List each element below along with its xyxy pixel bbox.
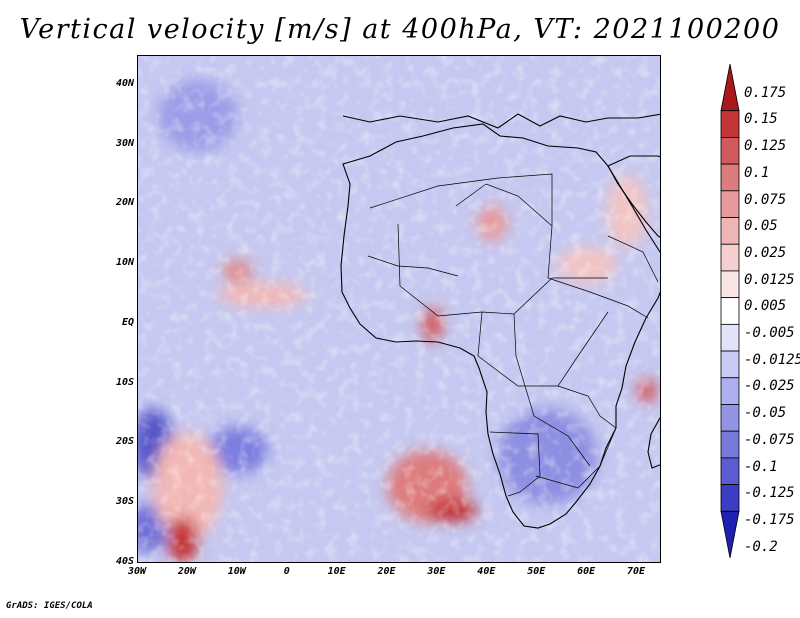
colorbar-swatch	[720, 404, 740, 432]
africa-coastline	[340, 123, 660, 529]
europe-coastline	[342, 113, 660, 129]
colorbar-label: -0.005	[744, 325, 795, 342]
border-line	[489, 431, 541, 497]
colorbar-label: -0.125	[744, 485, 795, 502]
coastlines	[340, 113, 660, 529]
madagascar-coastline	[647, 417, 660, 469]
arabia-coastline	[607, 155, 660, 253]
velocity-map	[138, 56, 660, 562]
lon-tick-label: 50E	[527, 566, 546, 577]
border-line	[513, 313, 591, 467]
country-borders	[367, 173, 659, 497]
lon-tick-label: 20W	[177, 566, 196, 577]
lon-tick-label: 60E	[577, 566, 596, 577]
colorbar-swatch	[720, 297, 740, 325]
colorbar-label: -0.0125	[744, 351, 800, 368]
colorbar-label: -0.05	[744, 405, 787, 422]
lon-tick-label: 10W	[227, 566, 246, 577]
colorbar-label: 0.15	[744, 111, 778, 128]
colorbar-swatch	[720, 110, 740, 138]
colorbar-swatch	[720, 510, 740, 558]
lon-tick-label: 40E	[477, 566, 496, 577]
border-line	[477, 311, 609, 387]
colorbar-label: -0.2	[744, 538, 778, 555]
software-credit: GrADS: IGES/COLA	[6, 601, 93, 611]
colorbar-swatch	[720, 64, 740, 112]
colorbar-swatch	[720, 457, 740, 485]
map-panel	[137, 55, 661, 563]
lat-tick-label: EQ	[121, 316, 134, 328]
lon-tick-label: 30E	[427, 566, 446, 577]
border-line	[455, 183, 553, 227]
border-line	[547, 277, 649, 319]
colorbar-swatch	[720, 270, 740, 299]
lat-tick-label: 30N	[115, 137, 134, 149]
colorbar-swatch	[720, 350, 740, 379]
lon-tick-label: 20E	[377, 566, 396, 577]
colorbar-swatch	[720, 217, 740, 245]
colorbar-swatch	[720, 163, 740, 192]
lat-tick-label: 40N	[115, 77, 134, 89]
lon-tick-label: 30W	[127, 566, 147, 577]
colorbar-label: -0.025	[744, 378, 795, 395]
small-scale-texture	[138, 56, 660, 562]
colorbar	[720, 64, 740, 558]
colorbar-label: 0.05	[744, 218, 778, 235]
colorbar-label: 0.005	[744, 298, 787, 315]
border-line	[607, 235, 659, 283]
colorbar-label: 0.075	[744, 191, 787, 208]
lat-tick-label: 20S	[115, 436, 134, 448]
colorbar-label: -0.175	[744, 512, 795, 528]
colorbar-swatch	[720, 137, 740, 165]
lon-tick-label: 70E	[627, 566, 646, 577]
colorbar-swatch	[720, 190, 740, 218]
colorbar-label: 0.1	[744, 164, 770, 181]
colorbar-label: -0.1	[744, 458, 778, 475]
lat-tick-label: 40S	[115, 556, 134, 567]
lat-tick-label: 10S	[115, 376, 134, 388]
lat-tick-label: 10N	[115, 257, 134, 269]
chart-title: Vertical velocity [m/s] at 400hPa, VT: 2…	[19, 14, 781, 45]
lat-tick-label: 20N	[115, 197, 134, 209]
border-line	[557, 385, 617, 429]
colorbar-swatch	[720, 243, 740, 272]
border-line	[369, 173, 553, 279]
border-line	[535, 427, 617, 489]
colorbar-swatch	[720, 430, 740, 459]
border-line	[367, 255, 459, 277]
colorbar-label: -0.075	[744, 431, 795, 448]
colorbar-swatch	[720, 377, 740, 405]
colorbar-label: 0.0125	[744, 271, 795, 288]
colorbar-swatch	[720, 484, 740, 512]
lon-tick-label: 0	[283, 566, 290, 577]
colorbar-swatch	[720, 323, 740, 352]
lat-tick-label: 30S	[115, 496, 134, 508]
colorbar-label: 0.175	[744, 84, 787, 101]
colorbar-label: 0.025	[744, 244, 787, 261]
lon-tick-label: 10E	[327, 566, 346, 577]
colorbar-label: 0.125	[744, 138, 787, 155]
